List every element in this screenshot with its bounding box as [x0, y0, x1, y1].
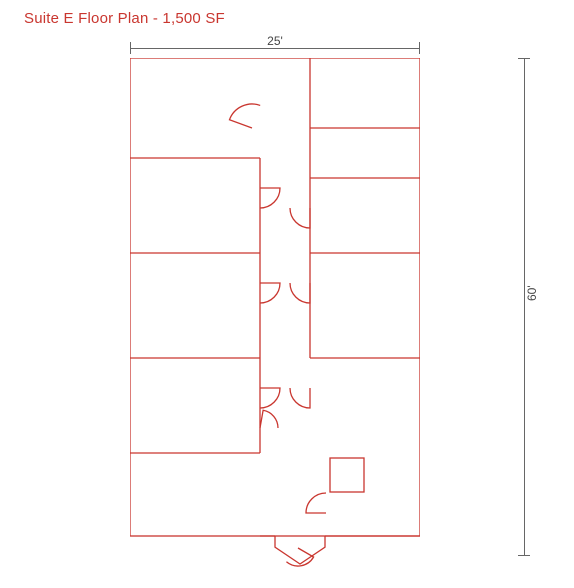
dimension-height-label: 60': [525, 279, 539, 307]
floor-plan: [130, 58, 420, 568]
plan-title: Suite E Floor Plan - 1,500 SF: [24, 10, 225, 27]
dimension-width-label: 25': [261, 34, 289, 48]
